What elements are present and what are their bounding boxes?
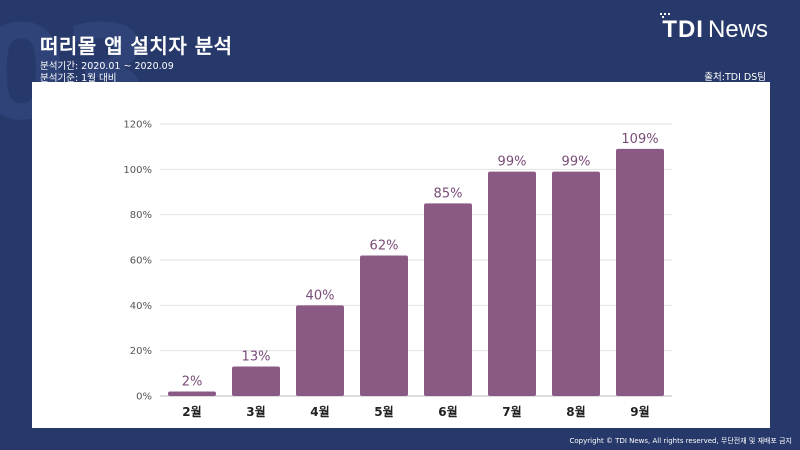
copyright-notice: Copyright © TDI News, All rights reserve… <box>569 437 792 445</box>
y-tick-label: 0% <box>136 392 152 403</box>
x-tick-label: 4월 <box>310 404 329 419</box>
bar <box>552 171 600 396</box>
data-label: 13% <box>242 350 271 365</box>
analysis-basis: 분석기준: 1월 대비 <box>40 73 117 84</box>
x-tick-label: 5월 <box>374 404 393 419</box>
y-tick-label: 20% <box>130 346 152 357</box>
data-label: 99% <box>498 155 527 170</box>
x-tick-label: 2월 <box>182 404 201 419</box>
x-tick-label: 8월 <box>566 404 585 419</box>
chart-panel: 0% 20% 40% 60% 80% 100% 120% 2% 2월 13% 3월 40% 4월 62% 5… <box>32 82 770 428</box>
y-tick-label: 60% <box>130 256 152 267</box>
data-label: 109% <box>621 132 658 147</box>
y-tick-label: 100% <box>123 165 152 176</box>
y-tick-label: 80% <box>130 210 152 221</box>
analysis-period: 분석기간: 2020.01 ~ 2020.09 <box>40 61 174 72</box>
bar <box>296 305 344 396</box>
y-tick-label: 120% <box>123 120 152 131</box>
bar <box>232 366 280 396</box>
data-label: 2% <box>182 374 203 389</box>
bar <box>360 255 408 396</box>
bar <box>168 391 216 396</box>
bar <box>488 171 536 396</box>
x-tick-label: 9월 <box>630 404 649 419</box>
data-label: 85% <box>434 186 463 201</box>
source-label: 출처:TDI DS팀 <box>704 72 766 83</box>
tdi-news-logo: TDI News <box>660 13 768 44</box>
bar-chart: 0% 20% 40% 60% 80% 100% 120% 2% 2월 13% 3월 40% 4월 62% 5… <box>123 120 672 419</box>
data-label: 99% <box>562 155 591 170</box>
page-title: 떠리몰 앱 설치자 분석 <box>40 34 233 58</box>
data-label: 40% <box>306 288 335 303</box>
logo-brand: TDI <box>662 16 704 43</box>
bar <box>616 148 664 396</box>
x-tick-label: 6월 <box>438 404 457 419</box>
logo-suffix: News <box>707 16 768 43</box>
x-tick-label: 3월 <box>246 404 265 419</box>
y-tick-label: 40% <box>130 301 152 312</box>
data-label: 62% <box>370 238 399 253</box>
logo-dots-icon <box>660 13 671 18</box>
x-tick-label: 7월 <box>502 404 521 419</box>
bar <box>424 203 472 396</box>
